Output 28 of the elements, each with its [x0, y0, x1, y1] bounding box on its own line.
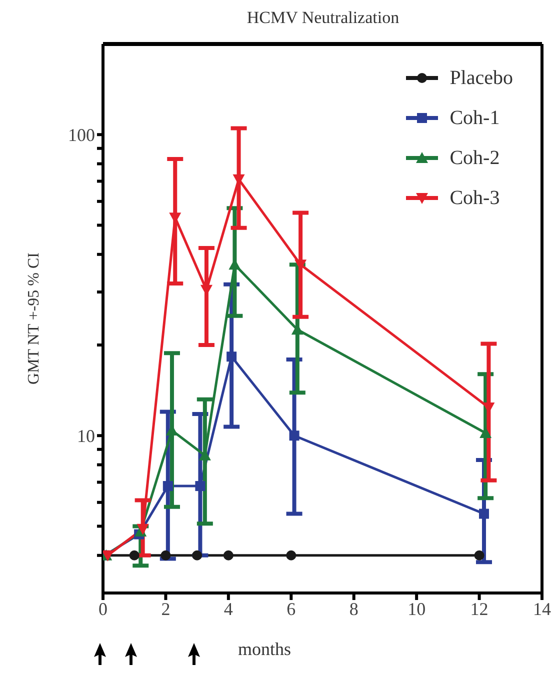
- point: [480, 427, 492, 438]
- x-tick-label: 4: [224, 598, 233, 619]
- x-tick-label: 0: [98, 598, 108, 619]
- x-tick-label: 10: [408, 598, 426, 619]
- legend-label: Coh-2: [450, 146, 500, 170]
- point: [478, 508, 489, 519]
- legend-label: Placebo: [450, 66, 513, 90]
- point: [474, 550, 484, 560]
- chart-title: HCMV Neutralization: [246, 8, 400, 28]
- point: [160, 550, 171, 560]
- x-tick-label: 12: [470, 598, 488, 619]
- x-tick-label: 14: [533, 598, 551, 619]
- y-axis-title: GMT NT +-95 % CI: [26, 252, 43, 384]
- point: [226, 352, 237, 362]
- point: [289, 430, 300, 441]
- legend-label: Coh-1: [450, 106, 500, 130]
- x-tick-label: 8: [349, 598, 358, 619]
- point: [223, 550, 234, 560]
- y-tick-label: 100: [68, 125, 95, 145]
- x-tick-label: 2: [161, 598, 170, 619]
- point: [192, 550, 202, 560]
- point: [286, 550, 296, 560]
- legend-label: Coh-3: [450, 186, 500, 210]
- point: [162, 481, 173, 492]
- x-axis-title: months: [238, 639, 292, 659]
- point: [129, 550, 140, 560]
- x-tick-label: 6: [286, 598, 296, 619]
- point: [195, 481, 206, 492]
